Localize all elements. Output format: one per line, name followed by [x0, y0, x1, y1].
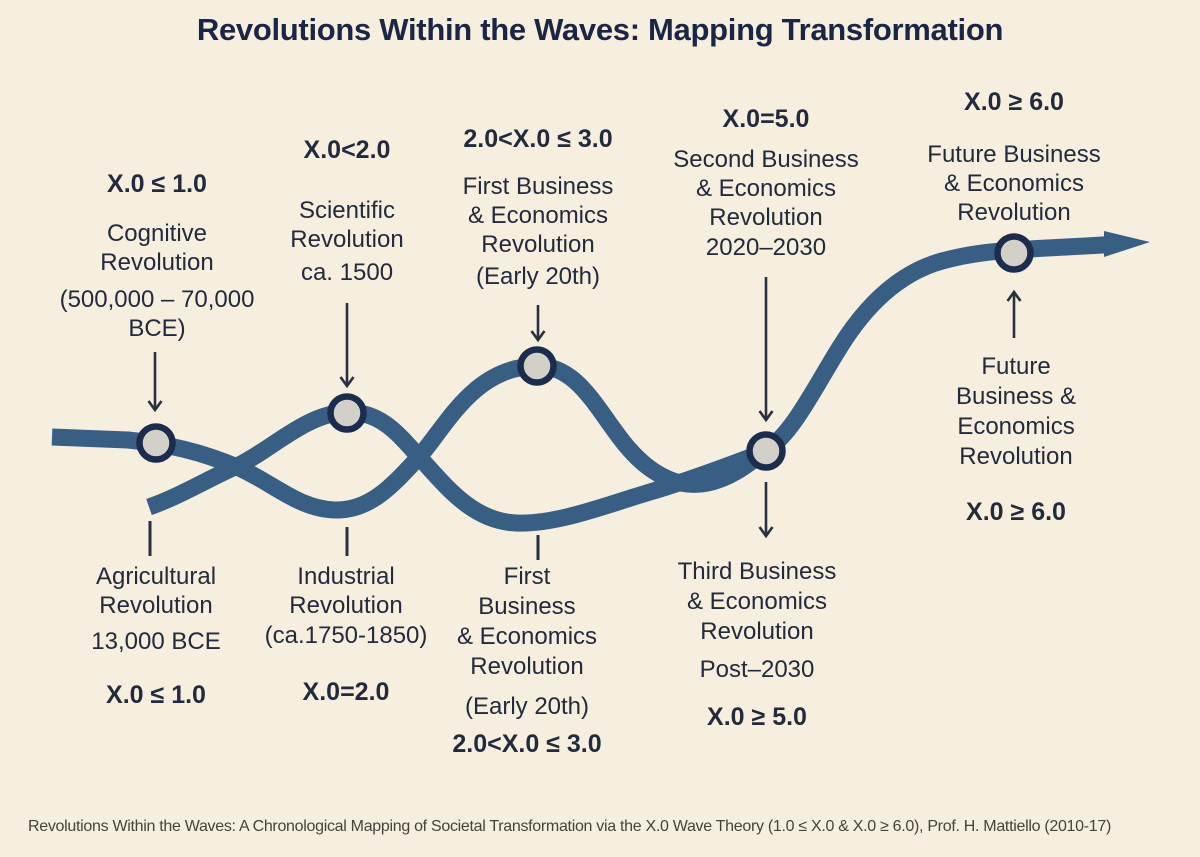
range-label-cognitive: X.0 ≤ 1.0 — [107, 170, 207, 198]
milestone-node-cognitive — [136, 423, 176, 463]
wave-upper-curve — [51, 235, 1119, 519]
period-label-agricultural: 13,000 BCE — [91, 628, 221, 655]
revolution-name-second-business: Second Business & Economics Revolution — [673, 146, 859, 231]
milestone-node-scientific — [327, 393, 367, 433]
period-label-cognitive: (500,000 – 70,000 BCE) — [59, 286, 255, 342]
range-label-scientific: X.0<2.0 — [303, 136, 391, 164]
caption-text: Revolutions Within the Waves: A Chronolo… — [28, 818, 1111, 835]
range-label-industrial: X.0=2.0 — [302, 678, 390, 706]
revolution-name-industrial: Industrial Revolution — [289, 563, 403, 619]
diagram-title: Revolutions Within the Waves: Mapping Tr… — [196, 12, 1004, 47]
period-label-industrial: (ca.1750-1850) — [264, 622, 428, 649]
revolution-name-future-business: Future Business & Economics Revolution — [927, 141, 1101, 226]
milestone-node-first-business — [517, 346, 557, 386]
period-label-scientific: ca. 1500 — [300, 259, 394, 286]
wave-arrowhead-icon — [1104, 231, 1150, 257]
revolution-name-first-business: First Business & Economics Revolution — [462, 173, 614, 258]
range-label-first-business: 2.0<X.0 ≤ 3.0 — [463, 125, 613, 153]
revolution-name-agricultural: Agricultural Revolution — [95, 563, 217, 619]
range-label-agricultural: X.0 ≤ 1.0 — [106, 681, 206, 709]
period-label-third-business: Post–2030 — [699, 656, 815, 683]
revolution-name-third-business: Third Business & Economics Revolution — [677, 558, 837, 645]
period-label-second-business: 2020–2030 — [705, 234, 827, 261]
milestone-node-future-business — [994, 233, 1034, 273]
range-label-future-business-side: X.0 ≥ 6.0 — [966, 498, 1066, 526]
revolution-name-first-business-bottom: First Business & Economics Revolution — [456, 563, 598, 680]
milestone-node-second-business — [746, 431, 786, 471]
revolution-name-cognitive: Cognitive Revolution — [100, 220, 214, 276]
range-label-future-business: X.0 ≥ 6.0 — [964, 88, 1064, 116]
range-label-third-business: X.0 ≥ 5.0 — [707, 703, 807, 731]
range-label-second-business: X.0=5.0 — [722, 105, 810, 133]
period-label-first-business: (Early 20th) — [475, 263, 601, 290]
revolution-name-future-business-side: Future Business & Economics Revolution — [955, 353, 1077, 470]
range-label-first-business-bottom: 2.0<X.0 ≤ 3.0 — [452, 730, 602, 758]
period-label-first-business-bottom: (Early 20th) — [464, 693, 590, 720]
revolution-name-scientific: Scientific Revolution — [290, 197, 404, 253]
